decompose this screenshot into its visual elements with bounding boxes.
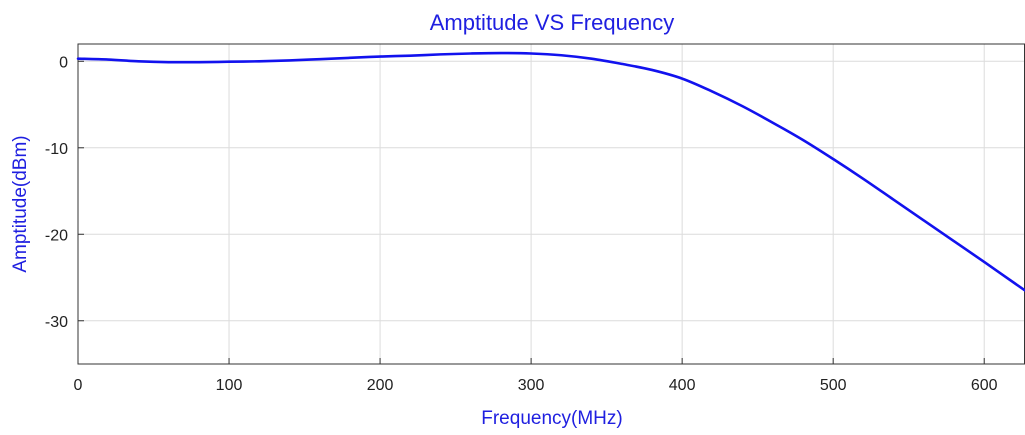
x-tick-label-200: 200 bbox=[367, 377, 394, 394]
x-tick-label-400: 400 bbox=[669, 377, 696, 394]
series-layer bbox=[76, 51, 1025, 292]
chart-title: Amptitude VS Frequency bbox=[430, 10, 675, 35]
x-tick-label-100: 100 bbox=[216, 377, 243, 394]
x-tick-label-0: 0 bbox=[74, 377, 83, 394]
y-axis-label: Amptitude(dBm) bbox=[10, 135, 31, 272]
x-tick-label-300: 300 bbox=[518, 377, 545, 394]
y-tick-label--20: -20 bbox=[45, 227, 68, 244]
y-tick-label--10: -10 bbox=[45, 141, 68, 158]
tick-labels: 0 100 200 300 400 500 600 0 -10 -20 -30 bbox=[45, 54, 998, 394]
x-axis-label: Frequency(MHz) bbox=[481, 408, 622, 429]
series-line-0 bbox=[76, 51, 1025, 292]
y-tick-label--30: -30 bbox=[45, 314, 68, 331]
grid bbox=[77, 44, 1025, 364]
x-tick-label-600: 600 bbox=[971, 377, 998, 394]
y-tick-label-0: 0 bbox=[59, 54, 68, 71]
x-tick-label-500: 500 bbox=[820, 377, 847, 394]
